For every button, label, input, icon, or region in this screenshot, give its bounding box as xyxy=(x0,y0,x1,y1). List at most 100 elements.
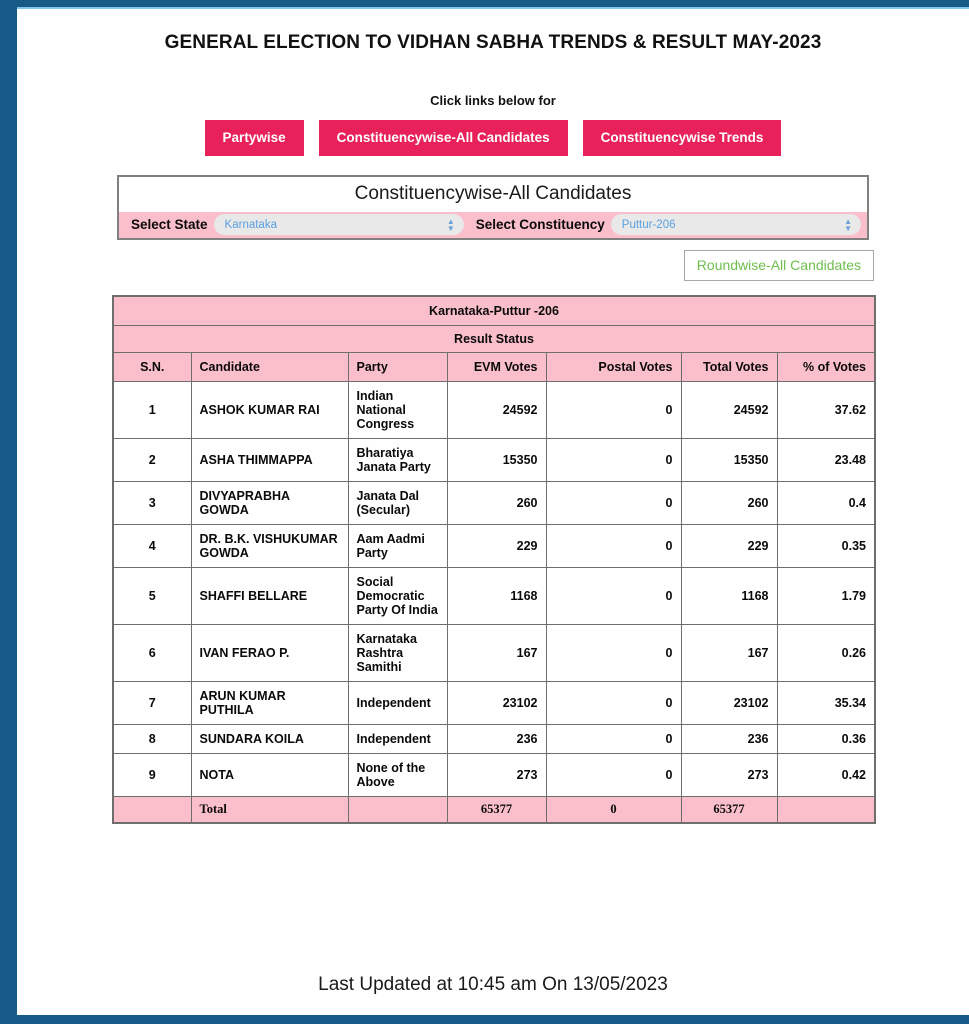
cell-postal-votes: 0 xyxy=(545,566,682,625)
cell-candidate: NOTA xyxy=(190,752,349,797)
cell-candidate: SHAFFI BELLARE xyxy=(190,566,349,625)
cell-total-votes: 23102 xyxy=(680,680,778,725)
constituencywise-all-candidates-button[interactable]: Constituencywise-All Candidates xyxy=(318,120,568,156)
table-title: Karnataka-Puttur -206 xyxy=(112,295,876,326)
cell-candidate: ASHOK KUMAR RAI xyxy=(190,380,349,439)
select-state-dropdown[interactable]: Karnataka ▲ ▼ xyxy=(213,214,464,235)
results-table-head: Karnataka-Puttur -206 Result Status S.N.… xyxy=(112,295,876,382)
cell-postal-votes: 0 xyxy=(545,380,682,439)
cell-postal-votes: 0 xyxy=(545,523,682,568)
table-row: 2 ASHA THIMMAPPA Bharatiya Janata Party … xyxy=(112,437,876,482)
cell-evm-votes: 15350 xyxy=(446,437,547,482)
cell-candidate: SUNDARA KOILA xyxy=(190,723,349,754)
selector-panel: Constituencywise-All Candidates Select S… xyxy=(117,174,869,240)
table-total-row: Total 65377 0 65377 xyxy=(112,795,876,823)
cell-evm-votes: 167 xyxy=(446,623,547,682)
cell-postal-votes: 0 xyxy=(545,437,682,482)
cell-total-votes: 15350 xyxy=(680,437,778,482)
cell-total-votes: 24592 xyxy=(680,380,778,439)
cell-party: Aam Aadmi Party xyxy=(347,523,448,568)
cell-party: Karnataka Rashtra Samithi xyxy=(347,623,448,682)
column-header-pct-votes: % of Votes xyxy=(776,351,876,382)
column-header-party: Party xyxy=(347,351,448,382)
cell-sn: 6 xyxy=(112,623,192,682)
cell-total-votes: 236 xyxy=(680,723,778,754)
cell-evm-votes: 23102 xyxy=(446,680,547,725)
select-constituency-dropdown[interactable]: Puttur-206 ▲ ▼ xyxy=(610,214,861,235)
cell-party: None of the Above xyxy=(347,752,448,797)
cell-candidate: DIVYAPRABHA GOWDA xyxy=(190,480,349,525)
total-postal-votes: 0 xyxy=(545,795,682,823)
cell-total-votes: 229 xyxy=(680,523,778,568)
cell-party: Independent xyxy=(347,723,448,754)
page-content: GENERAL ELECTION TO VIDHAN SABHA TRENDS … xyxy=(17,9,969,1015)
cell-pct-votes: 0.42 xyxy=(776,752,876,797)
total-total-votes: 65377 xyxy=(680,795,778,823)
total-sn xyxy=(112,795,192,823)
partywise-button[interactable]: Partywise xyxy=(204,120,304,156)
cell-candidate: ASHA THIMMAPPA xyxy=(190,437,349,482)
column-header-total-votes: Total Votes xyxy=(680,351,778,382)
cell-pct-votes: 0.26 xyxy=(776,623,876,682)
cell-evm-votes: 260 xyxy=(446,480,547,525)
cell-candidate: ARUN KUMAR PUTHILA xyxy=(190,680,349,725)
cell-total-votes: 1168 xyxy=(680,566,778,625)
total-label: Total xyxy=(190,795,349,823)
cell-candidate: DR. B.K. VISHUKUMAR GOWDA xyxy=(190,523,349,568)
table-row: 7 ARUN KUMAR PUTHILA Independent 23102 0… xyxy=(112,680,876,725)
table-status-row: Result Status xyxy=(112,324,876,353)
cell-pct-votes: 23.48 xyxy=(776,437,876,482)
cell-pct-votes: 0.4 xyxy=(776,480,876,525)
cell-pct-votes: 0.35 xyxy=(776,523,876,568)
table-title-row: Karnataka-Puttur -206 xyxy=(112,295,876,326)
cell-party: Bharatiya Janata Party xyxy=(347,437,448,482)
cell-pct-votes: 0.36 xyxy=(776,723,876,754)
cell-sn: 5 xyxy=(112,566,192,625)
cell-sn: 4 xyxy=(112,523,192,568)
cell-postal-votes: 0 xyxy=(545,723,682,754)
frame-top-bar xyxy=(0,0,969,7)
cell-total-votes: 167 xyxy=(680,623,778,682)
table-row: 9 NOTA None of the Above 273 0 273 0.42 xyxy=(112,752,876,797)
table-row: 3 DIVYAPRABHA GOWDA Janata Dal (Secular)… xyxy=(112,480,876,525)
cell-total-votes: 260 xyxy=(680,480,778,525)
column-header-evm-votes: EVM Votes xyxy=(446,351,547,382)
column-header-candidate: Candidate xyxy=(190,351,349,382)
cell-postal-votes: 0 xyxy=(545,480,682,525)
roundwise-all-candidates-button[interactable]: Roundwise-All Candidates xyxy=(683,249,874,281)
table-row: 6 IVAN FERAO P. Karnataka Rashtra Samith… xyxy=(112,623,876,682)
cell-evm-votes: 24592 xyxy=(446,380,547,439)
table-row: 1 ASHOK KUMAR RAI Indian National Congre… xyxy=(112,380,876,439)
select-state-value: Karnataka xyxy=(224,218,277,231)
cell-sn: 3 xyxy=(112,480,192,525)
cell-sn: 8 xyxy=(112,723,192,754)
cell-pct-votes: 1.79 xyxy=(776,566,876,625)
chevron-updown-icon: ▲ ▼ xyxy=(446,216,455,233)
nav-button-row: Partywise Constituencywise-All Candidate… xyxy=(17,120,969,156)
cell-pct-votes: 37.62 xyxy=(776,380,876,439)
last-updated-footer: Last Updated at 10:45 am On 13/05/2023 xyxy=(318,974,668,995)
selector-panel-heading: Constituencywise-All Candidates xyxy=(354,182,632,204)
select-constituency-value: Puttur-206 xyxy=(621,218,676,231)
click-links-label: Click links below for xyxy=(430,93,556,108)
page-title: GENERAL ELECTION TO VIDHAN SABHA TRENDS … xyxy=(164,32,822,53)
table-status: Result Status xyxy=(112,324,876,353)
cell-sn: 7 xyxy=(112,680,192,725)
column-header-postal-votes: Postal Votes xyxy=(545,351,682,382)
frame-left-bar xyxy=(0,0,17,1024)
cell-pct-votes: 35.34 xyxy=(776,680,876,725)
select-constituency-label: Select Constituency xyxy=(475,217,605,232)
constituencywise-trends-button[interactable]: Constituencywise Trends xyxy=(582,120,782,156)
cell-evm-votes: 273 xyxy=(446,752,547,797)
roundwise-link-row: Roundwise-All Candidates xyxy=(112,249,874,281)
results-table: Karnataka-Puttur -206 Result Status S.N.… xyxy=(112,294,876,824)
cell-postal-votes: 0 xyxy=(545,623,682,682)
chevron-updown-icon: ▲ ▼ xyxy=(844,216,852,233)
total-pct-votes xyxy=(776,795,876,823)
table-column-header-row: S.N. Candidate Party EVM Votes Postal Vo… xyxy=(112,351,876,382)
total-evm-votes: 65377 xyxy=(446,795,547,823)
cell-candidate: IVAN FERAO P. xyxy=(190,623,349,682)
total-party xyxy=(347,795,448,823)
cell-party: Independent xyxy=(347,680,448,725)
cell-sn: 1 xyxy=(112,380,192,439)
